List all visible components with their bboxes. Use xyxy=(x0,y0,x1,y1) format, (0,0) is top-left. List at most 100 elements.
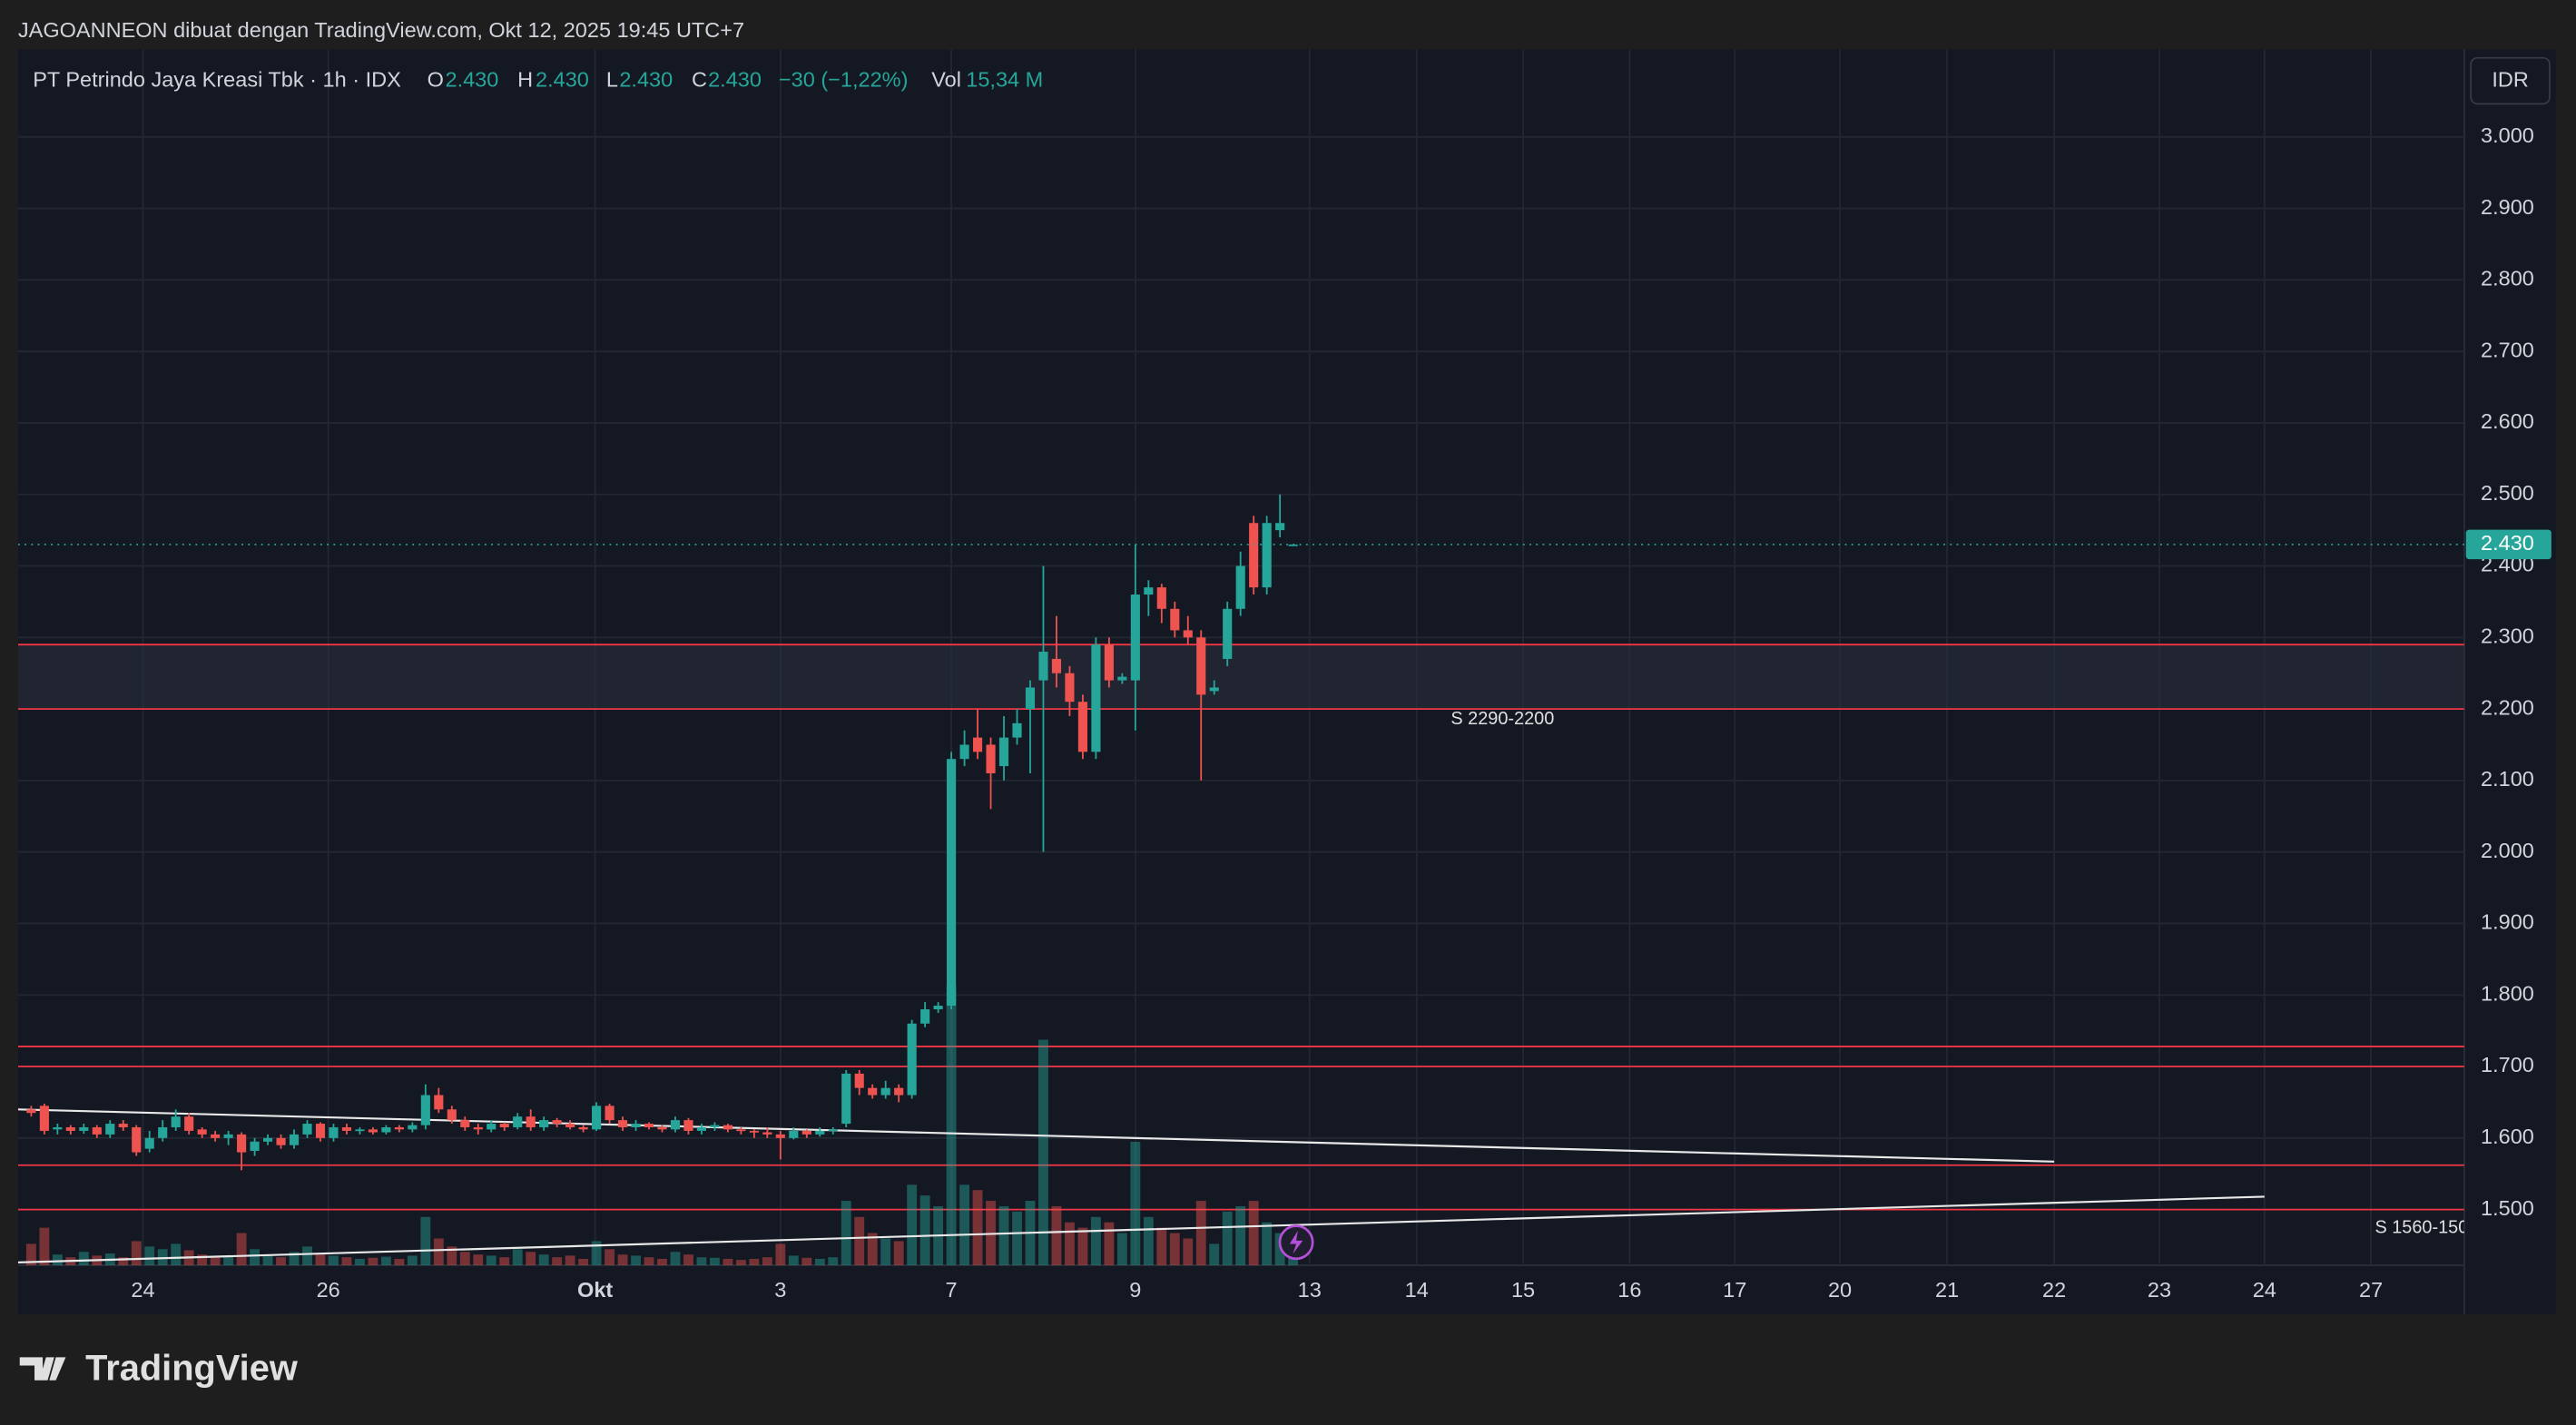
candle-body xyxy=(644,1124,654,1127)
candle-body xyxy=(789,1130,799,1138)
y-tick-label: 2.100 xyxy=(2481,767,2534,791)
volume-bar xyxy=(919,1195,930,1266)
candle-body xyxy=(434,1095,444,1110)
candle-body xyxy=(605,1106,615,1121)
volume-bar xyxy=(828,1257,839,1266)
x-tick-label: 26 xyxy=(317,1278,340,1302)
volume-bar xyxy=(1130,1141,1141,1266)
volume-bar xyxy=(723,1258,733,1266)
volume-bar xyxy=(841,1201,851,1266)
candle-body xyxy=(394,1126,404,1130)
legend-key: C xyxy=(692,67,707,91)
brand-name: TradingView xyxy=(85,1348,299,1388)
volume-bar xyxy=(972,1190,983,1266)
candle-body xyxy=(473,1126,483,1130)
x-tick-label: 15 xyxy=(1511,1278,1535,1302)
annotation: S 1560-1500 xyxy=(2374,1217,2478,1237)
y-tick-label: 1.700 xyxy=(2481,1053,2534,1076)
volume-bar xyxy=(39,1227,50,1266)
volume-bar xyxy=(171,1243,182,1266)
candle-body xyxy=(894,1087,904,1096)
volume-bar xyxy=(486,1255,497,1266)
volume-bar xyxy=(1195,1201,1206,1266)
candle-body xyxy=(341,1126,352,1131)
volume-bar xyxy=(1104,1222,1115,1266)
candle-body xyxy=(487,1124,497,1130)
brand: TradingView xyxy=(19,1348,299,1388)
volume-bar xyxy=(197,1254,208,1266)
volume-bar xyxy=(512,1249,523,1266)
volume-bar xyxy=(1051,1205,1062,1266)
volume-bar xyxy=(262,1254,273,1266)
x-tick-label: Okt xyxy=(577,1278,613,1302)
candle-body xyxy=(736,1129,746,1132)
x-tick-label: 23 xyxy=(2148,1278,2171,1302)
legend-vol-value: 15,34 M xyxy=(966,67,1043,91)
candle-body xyxy=(53,1126,63,1130)
candle-body xyxy=(617,1120,628,1127)
volume-bar xyxy=(696,1257,707,1266)
candle-body xyxy=(368,1129,378,1133)
candle-body xyxy=(132,1126,142,1153)
legend-value: 2.430 xyxy=(445,67,498,91)
candle-body xyxy=(828,1129,838,1132)
legend-value: 2.430 xyxy=(619,67,673,91)
volume-bar xyxy=(710,1257,720,1266)
volume-bar xyxy=(1169,1233,1180,1266)
candle-body xyxy=(1223,608,1233,659)
candle-body xyxy=(631,1124,641,1127)
candle-body xyxy=(1051,658,1062,673)
candle-body xyxy=(1091,644,1101,752)
volume-bar xyxy=(144,1246,155,1266)
candle-body xyxy=(1012,722,1022,738)
x-tick-label: 3 xyxy=(774,1278,786,1302)
candle-body xyxy=(302,1124,312,1135)
volume-bar xyxy=(473,1254,484,1266)
x-tick-label: 27 xyxy=(2359,1278,2383,1302)
currency-button[interactable]: IDR xyxy=(2470,56,2551,105)
volume-bar xyxy=(236,1233,247,1266)
currency-button-label[interactable]: IDR xyxy=(2492,67,2529,91)
candle-body xyxy=(276,1137,286,1145)
candle-body xyxy=(539,1120,549,1127)
volume-bar xyxy=(591,1241,602,1266)
candle-body xyxy=(565,1124,575,1127)
candle-body xyxy=(420,1095,430,1125)
volume-bar xyxy=(749,1258,760,1266)
volume-bar xyxy=(1012,1211,1022,1266)
annotation: S 2290-2200 xyxy=(1450,709,1554,729)
candle-body xyxy=(408,1125,418,1130)
currency-button-box[interactable] xyxy=(2470,56,2551,105)
candle-body xyxy=(289,1134,300,1145)
volume-bar xyxy=(1090,1216,1101,1266)
candle-body xyxy=(578,1126,588,1130)
x-tick-label: 22 xyxy=(2042,1278,2066,1302)
volume-bar xyxy=(315,1254,326,1266)
x-tick-label: 14 xyxy=(1405,1278,1429,1302)
y-tick-label: 1.500 xyxy=(2481,1196,2534,1220)
volume-bar xyxy=(893,1241,904,1266)
volume-bar xyxy=(433,1238,444,1266)
volume-bar xyxy=(276,1257,286,1266)
candle-body xyxy=(552,1120,562,1125)
candle-body xyxy=(118,1124,128,1127)
candle-body xyxy=(1065,673,1075,703)
candle-body xyxy=(197,1129,207,1135)
candle-body xyxy=(158,1126,168,1138)
candle-body xyxy=(854,1073,864,1088)
candle-body xyxy=(513,1116,523,1127)
candle-body xyxy=(447,1109,457,1121)
legend-value: 2.430 xyxy=(536,67,589,91)
candle-body xyxy=(105,1124,115,1135)
volume-bar xyxy=(735,1260,746,1266)
volume-bar xyxy=(459,1252,470,1266)
y-tick-label: 2.800 xyxy=(2481,267,2534,290)
candle-body xyxy=(184,1116,194,1131)
candle-body xyxy=(315,1124,326,1138)
candle-body xyxy=(460,1120,470,1127)
volume-bar xyxy=(407,1255,418,1266)
last-price-label: 2.430 xyxy=(2481,531,2534,555)
legend-key: L xyxy=(606,67,618,91)
y-tick-label: 2.500 xyxy=(2481,481,2534,505)
axes: 1.500 1.600 1.700 1.800 1.900 2.000 2.100 2.200… xyxy=(131,123,2551,1302)
